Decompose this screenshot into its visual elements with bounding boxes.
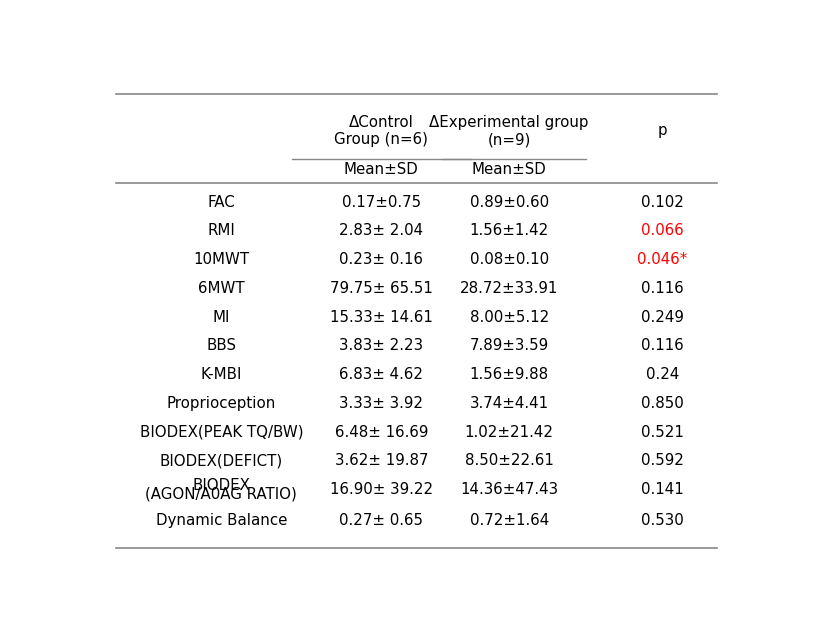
Text: 8.00±5.12: 8.00±5.12 <box>469 310 549 325</box>
Text: 0.141: 0.141 <box>641 482 684 497</box>
Text: 0.72±1.64: 0.72±1.64 <box>469 513 549 528</box>
Text: 0.24: 0.24 <box>646 367 679 382</box>
Text: 0.850: 0.850 <box>641 396 684 411</box>
Text: 0.046*: 0.046* <box>638 252 688 267</box>
Text: Mean±SD: Mean±SD <box>344 162 418 177</box>
Text: 10MWT: 10MWT <box>193 252 249 267</box>
Text: 0.249: 0.249 <box>641 310 684 325</box>
Text: 79.75± 65.51: 79.75± 65.51 <box>330 281 432 296</box>
Text: 0.23± 0.16: 0.23± 0.16 <box>339 252 423 267</box>
Text: 0.116: 0.116 <box>641 281 684 296</box>
Text: 2.83± 2.04: 2.83± 2.04 <box>339 224 423 238</box>
Text: Dynamic Balance: Dynamic Balance <box>156 513 287 528</box>
Text: 0.08±0.10: 0.08±0.10 <box>469 252 549 267</box>
Text: p: p <box>658 124 667 138</box>
Text: ΔControl
Group (n=6): ΔControl Group (n=6) <box>334 115 428 147</box>
Text: 0.530: 0.530 <box>641 513 684 528</box>
Text: 3.33± 3.92: 3.33± 3.92 <box>339 396 423 411</box>
Text: BBS: BBS <box>206 338 237 354</box>
Text: 1.56±9.88: 1.56±9.88 <box>469 367 549 382</box>
Text: 0.89±0.60: 0.89±0.60 <box>469 195 549 210</box>
Text: Proprioception: Proprioception <box>167 396 276 411</box>
Text: RMI: RMI <box>208 224 235 238</box>
Text: 3.62± 19.87: 3.62± 19.87 <box>334 453 428 468</box>
Text: 8.50±22.61: 8.50±22.61 <box>464 453 554 468</box>
Text: 0.17±0.75: 0.17±0.75 <box>342 195 421 210</box>
Text: 3.74±4.41: 3.74±4.41 <box>469 396 549 411</box>
Text: 0.27± 0.65: 0.27± 0.65 <box>339 513 423 528</box>
Text: 1.56±1.42: 1.56±1.42 <box>469 224 549 238</box>
Text: Mean±SD: Mean±SD <box>472 162 546 177</box>
Text: MI: MI <box>213 310 230 325</box>
Text: BIODEX: BIODEX <box>192 478 250 493</box>
Text: 1.02±21.42: 1.02±21.42 <box>464 425 554 440</box>
Text: 15.33± 14.61: 15.33± 14.61 <box>330 310 432 325</box>
Text: ΔExperimental group
(n=9): ΔExperimental group (n=9) <box>429 115 589 147</box>
Text: FAC: FAC <box>208 195 235 210</box>
Text: 6.48± 16.69: 6.48± 16.69 <box>335 425 428 440</box>
Text: 6.83± 4.62: 6.83± 4.62 <box>339 367 423 382</box>
Text: 0.521: 0.521 <box>641 425 684 440</box>
Text: 3.83± 2.23: 3.83± 2.23 <box>339 338 423 354</box>
Text: 0.066: 0.066 <box>641 224 684 238</box>
Text: 28.72±33.91: 28.72±33.91 <box>460 281 559 296</box>
Text: 16.90± 39.22: 16.90± 39.22 <box>330 482 433 497</box>
Text: BIODEX(DEFICT): BIODEX(DEFICT) <box>160 453 283 468</box>
Text: 6MWT: 6MWT <box>198 281 245 296</box>
Text: BIODEX(PEAK TQ/BW): BIODEX(PEAK TQ/BW) <box>139 425 304 440</box>
Text: 0.102: 0.102 <box>641 195 684 210</box>
Text: (AGON/A0AG RATIO): (AGON/A0AG RATIO) <box>145 486 297 501</box>
Text: K-MBI: K-MBI <box>200 367 242 382</box>
Text: 0.116: 0.116 <box>641 338 684 354</box>
Text: 14.36±47.43: 14.36±47.43 <box>460 482 559 497</box>
Text: 0.592: 0.592 <box>641 453 684 468</box>
Text: 7.89±3.59: 7.89±3.59 <box>469 338 549 354</box>
